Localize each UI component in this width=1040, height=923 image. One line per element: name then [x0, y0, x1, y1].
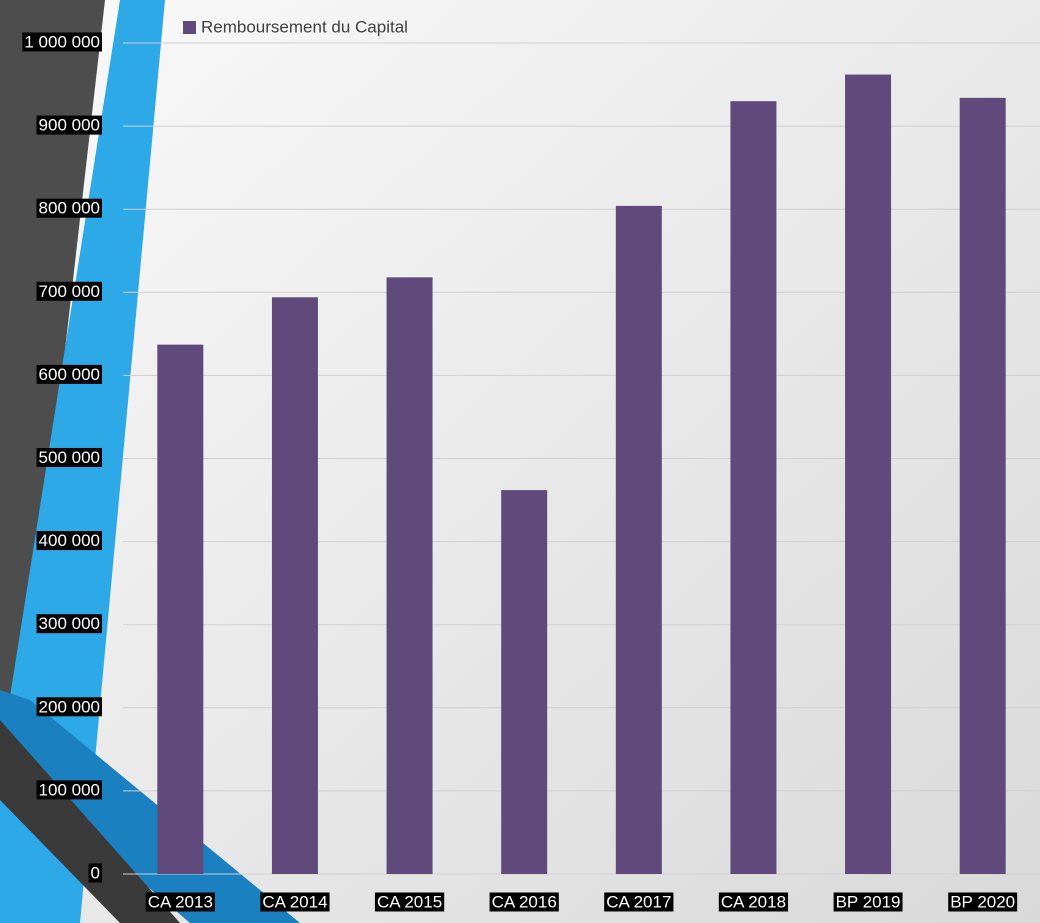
label-background [374, 892, 445, 912]
y-tick-label: 300 000 [39, 614, 100, 633]
label-background [718, 892, 789, 912]
label-background [36, 780, 102, 800]
y-tick-label: 100 000 [39, 780, 100, 799]
x-tick-label: BP 2019 [836, 892, 901, 911]
bar [959, 97, 1006, 874]
y-tick-label: 1 000 000 [24, 32, 100, 51]
x-tick-label: BP 2020 [950, 892, 1015, 911]
label-background [88, 863, 102, 883]
label-background [489, 892, 559, 912]
decor-stripe [0, 690, 300, 923]
x-tick-label: CA 2017 [606, 892, 671, 911]
legend-swatch [183, 21, 196, 34]
x-tick-label: CA 2015 [377, 892, 442, 911]
label-background [36, 364, 102, 384]
y-tick-label: 400 000 [39, 531, 100, 550]
x-tick-label: CA 2013 [148, 892, 213, 911]
label-background [36, 614, 102, 634]
y-tick-label: 900 000 [39, 116, 100, 135]
label-background [145, 892, 215, 912]
bar [157, 344, 204, 874]
x-tick-label: CA 2018 [721, 892, 786, 911]
label-background [36, 198, 102, 218]
x-tick-label: CA 2014 [262, 892, 327, 911]
y-tick-label: 700 000 [39, 282, 100, 301]
bar [271, 297, 318, 874]
label-background [36, 697, 102, 717]
y-tick-label: 0 [91, 863, 100, 882]
label-background [833, 892, 903, 912]
label-background [36, 531, 102, 551]
label-background [36, 281, 102, 301]
bar [501, 490, 548, 874]
legend-label: Remboursement du Capital [201, 17, 408, 36]
y-tick-label: 200 000 [39, 697, 100, 716]
label-background [22, 32, 102, 52]
label-background [36, 115, 102, 135]
bar [845, 74, 892, 874]
bar [386, 277, 433, 874]
y-tick-label: 600 000 [39, 365, 100, 384]
bar [615, 205, 662, 875]
x-tick-label: CA 2016 [492, 892, 557, 911]
decor-stripe [0, 720, 180, 923]
label-background [36, 447, 102, 467]
label-background [948, 892, 1018, 912]
decor-stripe [0, 0, 105, 700]
bar [730, 101, 777, 875]
y-tick-label: 800 000 [39, 199, 100, 218]
label-background [260, 892, 330, 912]
y-tick-label: 500 000 [39, 448, 100, 467]
label-background [604, 892, 674, 912]
